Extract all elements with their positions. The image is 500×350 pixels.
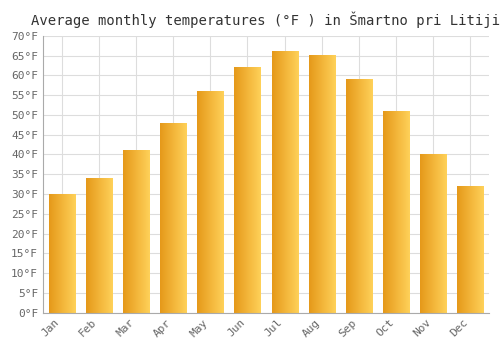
Title: Average monthly temperatures (°F ) in Šmartno pri Litiji: Average monthly temperatures (°F ) in Šm… <box>32 11 500 28</box>
